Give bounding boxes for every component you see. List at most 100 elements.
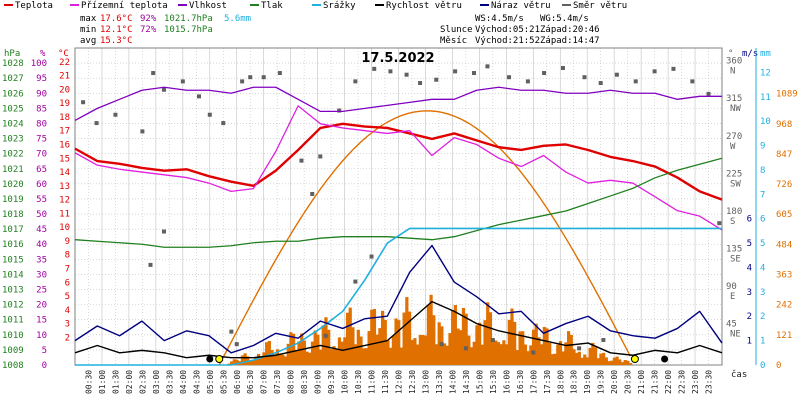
time-tick-label: 17:00 <box>529 370 538 394</box>
solar-measured-bar <box>399 347 404 365</box>
solar-measured-bar <box>467 335 471 365</box>
direction-cardinal-label: S <box>730 217 735 227</box>
wind-direction-point <box>582 75 587 80</box>
solar-measured-bar <box>478 322 482 365</box>
pct-tick-label: 100 <box>31 59 47 69</box>
solar-measured-bar <box>521 331 525 365</box>
temp-tick-label: 15 <box>59 154 70 164</box>
time-tick-label: 17:30 <box>543 370 552 394</box>
mm-tick-label: 5 <box>760 239 765 249</box>
time-tick-label: 20:00 <box>610 370 619 394</box>
time-tick-label: 19:00 <box>583 370 592 394</box>
wind-direction-point <box>277 71 282 76</box>
time-tick-label: 08:30 <box>300 370 309 394</box>
wind-direction-point <box>353 79 358 84</box>
mm-axis-title: mm <box>760 49 771 59</box>
ms-tick-label: 6 <box>747 215 752 225</box>
mm-tick-label: 3 <box>760 288 765 298</box>
solar-measured-bar <box>397 320 401 365</box>
temp-tick-label: 22 <box>59 58 70 68</box>
time-tick-label: 09:00 <box>314 370 323 394</box>
solar-measured-bar <box>577 351 581 365</box>
stats-max-temp: 17.6°C <box>100 14 133 24</box>
solar-measured-bar <box>599 353 603 365</box>
direction-cardinal-label: E <box>730 292 735 302</box>
solar-theoretical-line <box>218 110 631 366</box>
solar-measured-bar <box>348 307 352 365</box>
wind-direction-point <box>706 91 711 96</box>
solar-measured-bar <box>569 334 573 365</box>
solar-measured-bar <box>289 332 293 365</box>
solar-measured-bar <box>351 327 355 365</box>
hpa-tick-label: 1028 <box>2 59 24 69</box>
hpa-tick-label: 1013 <box>2 286 24 296</box>
temp-tick-label: 18 <box>59 113 70 123</box>
time-tick-label: 07:00 <box>260 370 269 394</box>
solar-measured-bar <box>275 349 280 365</box>
ms-tick-label: 4 <box>747 263 752 273</box>
hpa-tick-label: 1015 <box>2 255 24 265</box>
solar-measured-bar <box>391 335 395 365</box>
solar-measured-bar <box>504 344 509 365</box>
solar-measured-bar <box>607 361 611 365</box>
temp-tick-label: 20 <box>59 85 70 95</box>
mm-tick-label: 9 <box>760 142 765 152</box>
solar-measured-bar <box>416 344 420 365</box>
time-axis-title: čas <box>731 369 747 380</box>
time-tick-label: 00:30 <box>84 370 93 394</box>
time-tick-label: 23:00 <box>691 370 700 394</box>
solar-measured-bar <box>251 359 255 365</box>
time-tick-label: 21:00 <box>637 370 646 394</box>
time-tick-label: 06:30 <box>246 370 255 394</box>
mm-tick-label: 11 <box>760 93 771 103</box>
temp-tick-label: 12 <box>59 196 70 206</box>
solar-measured-bar <box>526 351 530 365</box>
wind-direction-point <box>690 79 695 84</box>
solar-measured-bar <box>542 326 546 365</box>
pct-tick-label: 25 <box>36 286 47 296</box>
time-tick-label: 03:00 <box>152 370 161 394</box>
solar-measured-bar <box>550 354 555 365</box>
solar-measured-bar <box>332 346 336 365</box>
time-tick-label: 22:00 <box>664 370 673 394</box>
time-tick-label: 14:00 <box>448 370 457 394</box>
solar-measured-bar <box>486 302 490 365</box>
chart-title: 17.5.2022 <box>361 51 434 66</box>
solar-measured-bar <box>345 312 350 365</box>
wind-direction-point <box>434 77 439 82</box>
direction-tick-label: 225 <box>726 169 742 179</box>
series-line-vlhkost <box>74 86 722 122</box>
moonrise-time: Východ:21:52 <box>475 36 540 46</box>
time-tick-label: 13:30 <box>435 370 444 394</box>
series-line-tlak <box>74 157 723 248</box>
solar-measured-bar <box>386 340 390 365</box>
solar-measured-bar <box>556 344 560 365</box>
wind-direction-point <box>388 69 393 74</box>
wind-direction-point <box>471 71 476 76</box>
pct-tick-label: 85 <box>36 104 47 114</box>
solar-measured-bar <box>383 319 387 365</box>
wind-direction-point <box>337 108 342 113</box>
wind-direction-point <box>151 71 156 76</box>
direction-tick-label: 180 <box>726 207 742 217</box>
stats-max-humidity: 92% <box>140 14 157 24</box>
time-tick-label: 02:30 <box>138 370 147 394</box>
stats-avg-temp: 15.3°C <box>100 36 133 46</box>
wind-direction-point <box>372 66 377 71</box>
solar-measured-bar <box>316 334 320 365</box>
time-tick-label: 02:00 <box>125 370 134 394</box>
hpa-tick-label: 1026 <box>2 89 24 99</box>
solar-measured-bar <box>540 344 544 365</box>
solar-measured-bar <box>281 354 285 365</box>
solar-measured-bar <box>553 353 557 365</box>
wind-direction-point <box>197 94 202 99</box>
direction-cardinal-label: NW <box>730 104 741 114</box>
mm-tick-label: 8 <box>760 166 765 176</box>
legend-label: Teplota <box>15 1 53 11</box>
mm-tick-label: 2 <box>760 312 765 322</box>
wind-direction-point <box>234 342 239 347</box>
solar-measured-bar <box>230 361 234 365</box>
temp-tick-label: 3 <box>65 320 70 330</box>
solar-measured-bar <box>615 356 619 365</box>
ms-tick-label: 5 <box>747 239 752 249</box>
